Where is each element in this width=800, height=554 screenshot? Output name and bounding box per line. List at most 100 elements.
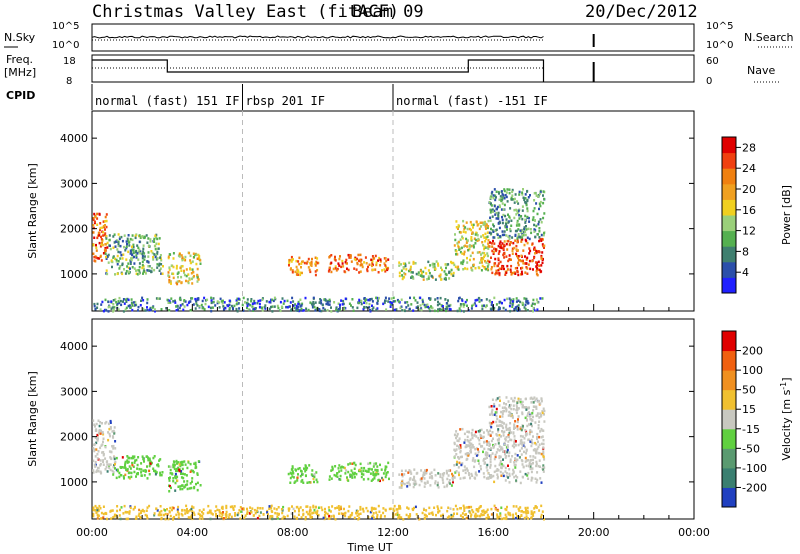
echo-pixel <box>338 308 340 311</box>
echo-pixel <box>138 269 141 272</box>
echo-pixel <box>504 466 507 470</box>
echo-pixel <box>466 457 469 461</box>
echo-pixel <box>261 309 264 312</box>
echo-pixel <box>291 465 294 468</box>
echo-pixel <box>538 459 541 462</box>
echo-pixel <box>337 467 340 470</box>
echo-pixel <box>140 471 143 474</box>
echo-pixel <box>461 515 464 519</box>
echo-pixel <box>158 262 161 266</box>
echo-pixel <box>451 475 454 478</box>
echo-pixel <box>515 213 518 216</box>
echo-pixel <box>180 512 183 516</box>
echo-pixel <box>169 465 172 468</box>
echo-pixel <box>100 511 103 515</box>
echo-pixel <box>543 212 546 215</box>
echo-pixel <box>232 307 234 311</box>
echo-pixel <box>216 508 219 512</box>
echo-pixel <box>489 211 492 214</box>
echo-pixel <box>484 305 487 309</box>
echo-pixel <box>468 505 471 509</box>
echo-pixel <box>524 238 527 242</box>
echo-pixel <box>359 462 362 466</box>
echo-pixel <box>138 265 141 269</box>
echo-pixel <box>116 505 119 508</box>
echo-pixel <box>479 465 482 468</box>
echo-pixel <box>449 507 452 510</box>
echo-pixel <box>185 279 187 283</box>
echo-pixel <box>337 262 340 265</box>
colorbar-swatch <box>722 137 736 154</box>
echo-pixel <box>237 302 240 305</box>
echo-pixel <box>526 215 529 219</box>
echo-pixel <box>96 306 99 309</box>
echo-pixel <box>94 460 97 464</box>
echo-pixel <box>117 300 120 303</box>
echo-pixel <box>537 445 540 449</box>
echo-pixel <box>530 444 533 448</box>
echo-pixel <box>501 301 503 305</box>
echo-pixel <box>505 218 508 221</box>
echo-pixel <box>409 268 412 272</box>
echo-pixel <box>526 267 529 270</box>
echo-pixel <box>491 307 494 310</box>
echo-pixel <box>503 203 506 207</box>
echo-pixel <box>435 260 438 263</box>
echo-pixel <box>102 309 105 313</box>
echo-pixel <box>519 426 522 429</box>
echo-pixel <box>497 236 500 239</box>
echo-pixel <box>535 481 538 484</box>
echo-pixel <box>181 514 184 517</box>
echo-pixel <box>516 515 519 518</box>
echo-pixel <box>512 301 514 305</box>
echo-pixel <box>510 273 513 276</box>
echo-pixel <box>424 305 427 309</box>
y-tick-label: 4000 <box>60 132 88 145</box>
echo-pixel <box>290 267 292 270</box>
echo-pixel <box>516 219 519 223</box>
echo-pixel <box>379 260 382 263</box>
echo-pixel <box>109 427 112 430</box>
echo-pixel <box>490 256 492 259</box>
echo-pixel <box>336 506 339 509</box>
echo-pixel <box>469 515 472 518</box>
echo-pixel <box>502 208 505 211</box>
echo-pixel <box>456 444 459 448</box>
echo-pixel <box>106 470 109 473</box>
echo-pixel <box>516 254 518 258</box>
echo-pixel <box>132 243 135 247</box>
echo-pixel <box>514 420 517 423</box>
echo-pixel <box>250 511 253 514</box>
echo-pixel <box>521 400 524 404</box>
echo-pixel <box>511 473 514 476</box>
echo-pixel <box>500 435 502 438</box>
echo-pixel <box>94 465 97 468</box>
echo-pixel <box>306 505 309 508</box>
echo-pixel <box>204 302 207 306</box>
echo-pixel <box>321 508 324 512</box>
echo-pixel <box>495 190 498 193</box>
echo-pixel <box>360 475 363 479</box>
echo-pixel <box>328 514 331 518</box>
echo-pixel <box>220 506 223 510</box>
echo-pixel <box>414 505 417 509</box>
echo-pixel <box>528 220 531 223</box>
echo-pixel <box>128 244 131 247</box>
echo-pixel <box>457 466 460 469</box>
echo-pixel <box>146 298 149 301</box>
echo-pixel <box>522 510 525 514</box>
echo-pixel <box>111 265 113 269</box>
echo-pixel <box>122 475 125 478</box>
echo-pixel <box>455 226 458 229</box>
echo-pixel <box>113 233 116 236</box>
echo-pixel <box>482 472 485 475</box>
echo-pixel <box>532 409 535 412</box>
echo-pixel <box>529 455 532 458</box>
echo-pixel <box>246 507 248 511</box>
echo-pixel <box>521 459 524 463</box>
echo-pixel <box>425 468 428 472</box>
echo-pixel <box>517 228 520 231</box>
echo-pixel <box>134 304 137 307</box>
echo-pixel <box>372 512 375 515</box>
colorbar-swatch <box>722 246 736 263</box>
